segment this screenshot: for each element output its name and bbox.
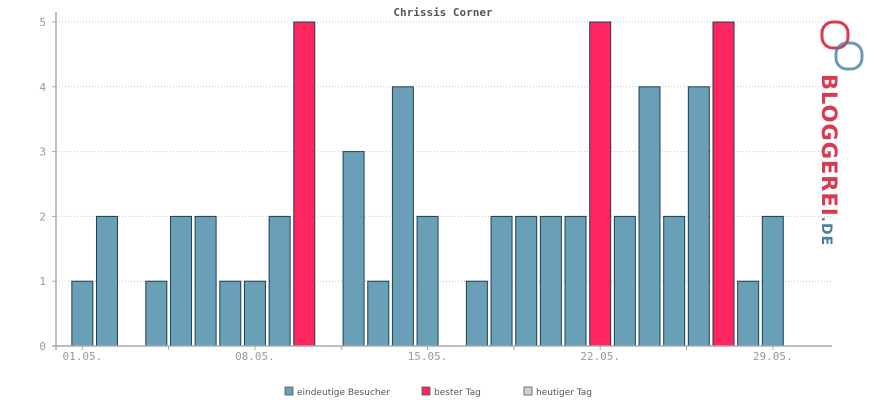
visitor-bar — [268, 215, 291, 347]
visitor-bar — [145, 280, 168, 347]
visitor-bar — [71, 280, 94, 347]
visitor-bar — [613, 215, 636, 347]
visitor-bar — [638, 86, 661, 347]
best-day-bar — [589, 21, 612, 347]
visitor-bar — [564, 215, 587, 347]
visitor-bar — [465, 280, 488, 347]
visitor-bar — [515, 215, 538, 347]
visitor-bar — [761, 215, 784, 347]
visitor-bar — [95, 215, 118, 347]
visitor-bar — [391, 86, 414, 347]
chart-title: Chrissis Corner — [393, 6, 493, 19]
visitor-bar — [367, 280, 390, 347]
y-tick-label: 1 — [39, 275, 46, 288]
visitor-bar — [194, 215, 217, 347]
visitor-bar — [342, 151, 365, 347]
visitor-bar — [737, 280, 760, 347]
visitor-bar — [416, 215, 439, 347]
logo-icon — [820, 20, 864, 71]
bars — [71, 21, 784, 347]
legend-label: eindeutige Besucher — [297, 388, 390, 398]
visitor-bar — [539, 215, 562, 347]
legend: eindeutige Besucher bester Tag heutiger Ta… — [284, 386, 592, 398]
visitor-bar — [169, 215, 192, 347]
axes: 0 1 2 3 4 5 01.05. 08.05. 15.05. 22.05. 29.05. — [39, 12, 832, 363]
visitor-bar — [219, 280, 242, 347]
x-tick-label: 29.05. — [753, 350, 793, 363]
legend-label: bester Tag — [434, 388, 481, 398]
x-tick-label: 08.05. — [235, 350, 275, 363]
best-day-bar — [712, 21, 735, 347]
legend-item: bester Tag — [421, 386, 481, 398]
visitor-bar — [490, 215, 513, 347]
y-tick-label: 0 — [39, 340, 46, 353]
legend-swatch — [284, 386, 294, 396]
y-tick-label: 3 — [39, 146, 46, 159]
legend-item: eindeutige Besucher — [284, 386, 390, 398]
visitor-bar — [687, 86, 710, 347]
y-tick-label: 4 — [39, 81, 46, 94]
legend-swatch — [523, 386, 533, 396]
x-tick-label: 22.05. — [580, 350, 620, 363]
visitor-bar — [663, 215, 686, 347]
best-day-bar — [293, 21, 316, 347]
x-tick-label: 15.05. — [408, 350, 448, 363]
legend-label: heutiger Tag — [536, 388, 592, 398]
x-tick-label: 01.05. — [62, 350, 102, 363]
legend-swatch — [421, 386, 431, 396]
logo-text: BLOGGEREI.DE — [817, 74, 841, 246]
y-tick-label: 2 — [39, 210, 46, 223]
visitor-bar — [243, 280, 266, 347]
bloggerei-logo: BLOGGEREI.DE — [817, 20, 864, 246]
legend-item: heutiger Tag — [523, 386, 592, 398]
y-tick-label: 5 — [39, 16, 46, 29]
